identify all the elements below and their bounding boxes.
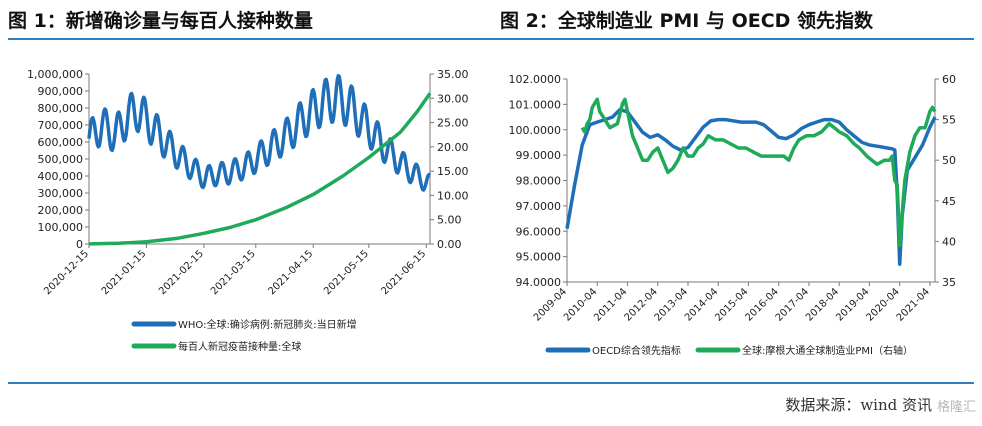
chart2-y-right-tick-label: 50 [942,154,956,167]
chart1-y-left-tick-label: 600,000 [38,136,84,149]
chart1-title: 图 1：新增确诊量与每百人接种数量 [8,10,313,32]
chart2-y-left-tick-label: 97.0000 [516,200,562,213]
chart1-y-left-tick-label: 1,000,000 [27,68,83,81]
chart2-legend-label-2: 全球:摩根大通全球制造业PMI（右轴） [742,344,913,357]
chart1-y-left-tick-label: 100,000 [38,221,84,234]
chart2-y-left-tick-label: 101.0000 [509,98,562,111]
chart2-y-right-tick-label: 55 [942,114,956,127]
top-rule [8,38,974,40]
chart1-x-tick-label: 2021-05-15 [322,248,371,297]
chart1-y-left-tick-label: 900,000 [38,85,84,98]
chart2-y-left-tick-label: 96.0000 [516,225,562,238]
chart1-y-right-tick-label: 25.00 [437,117,469,130]
chart2-y-left-tick-label: 95.0000 [516,251,562,264]
chart1-y-left-tick-label: 800,000 [38,102,84,115]
chart1-y-left-tick-label: 500,000 [38,153,84,166]
chart2-y-right-tick-label: 45 [942,195,956,208]
chart2: 102.0000 101.0000 100.0000 99.0000 98.0000 97… [509,73,957,357]
watermark-logo: 格隆汇 [936,400,976,415]
chart1-series-line-2 [88,92,432,246]
bottom-rule [8,382,974,384]
chart1-y-left-tick-label: 400,000 [38,170,84,183]
chart2-legend-label-1: OECD综合领先指标 [592,344,681,357]
chart2-y-left-tick-label: 100.0000 [509,124,562,137]
chart2-y-right-tick-label: 60 [942,73,956,86]
chart2-y-left-tick-label: 99.0000 [516,149,562,162]
chart1-y-right-tick-label: 30.00 [437,92,469,105]
chart1-y-left-tick-label: 0 [76,238,83,251]
chart1-series-line-1 [87,73,432,192]
chart1-y-right-tick-label: 15.00 [437,165,469,178]
chart1-y-right-tick-label: 20.00 [437,141,469,154]
chart1-y-right-tick-label: 10.00 [437,189,469,202]
chart1-x-tick-label: 2021-06-15 [380,248,429,297]
chart1-x-tick-label: 2021-02-15 [157,248,206,297]
chart2-y-right-tick-label: 35 [942,276,956,289]
chart1-x-tick-label: 2020-12-15 [42,248,91,297]
chart1-y-right-tick-label: 35.00 [437,68,469,81]
chart1-y-right-tick-label: 0.00 [437,238,462,251]
chart1-x-tick-label: 2021-04-15 [266,248,315,297]
chart1: 1,000,000 900,000 800,000 700,000 600,000 500… [27,68,469,353]
chart1-legend-label-2: 每百人新冠疫苗接种量:全球 [178,340,301,353]
chart1-y-left-tick-label: 300,000 [38,187,84,200]
chart2-title: 图 2：全球制造业 PMI 与 OECD 领先指数 [500,10,874,32]
chart2-y-right-tick-label: 40 [942,235,956,248]
chart1-y-left-tick-label: 200,000 [38,204,84,217]
chart2-y-left-tick-label: 98.0000 [516,175,562,188]
chart2-series-line-2 [580,97,937,248]
chart2-y-left-tick-label: 102.0000 [509,73,562,86]
chart2-series-line-1 [565,107,937,266]
chart2-y-left-tick-label: 94.0000 [516,276,562,289]
chart1-y-right-tick-label: 5.00 [437,214,462,227]
chart1-y-left-tick-label: 700,000 [38,119,84,132]
chart1-legend-label-1: WHO:全球:确诊病例:新冠肺炎:当日新增 [178,318,357,331]
chart1-x-tick-label: 2021-01-15 [100,248,149,297]
data-source: 数据来源：wind 资讯 [785,396,932,414]
chart1-x-tick-label: 2021-03-15 [209,248,258,297]
chart2-x-tick-label: 2021-04 [895,286,932,323]
